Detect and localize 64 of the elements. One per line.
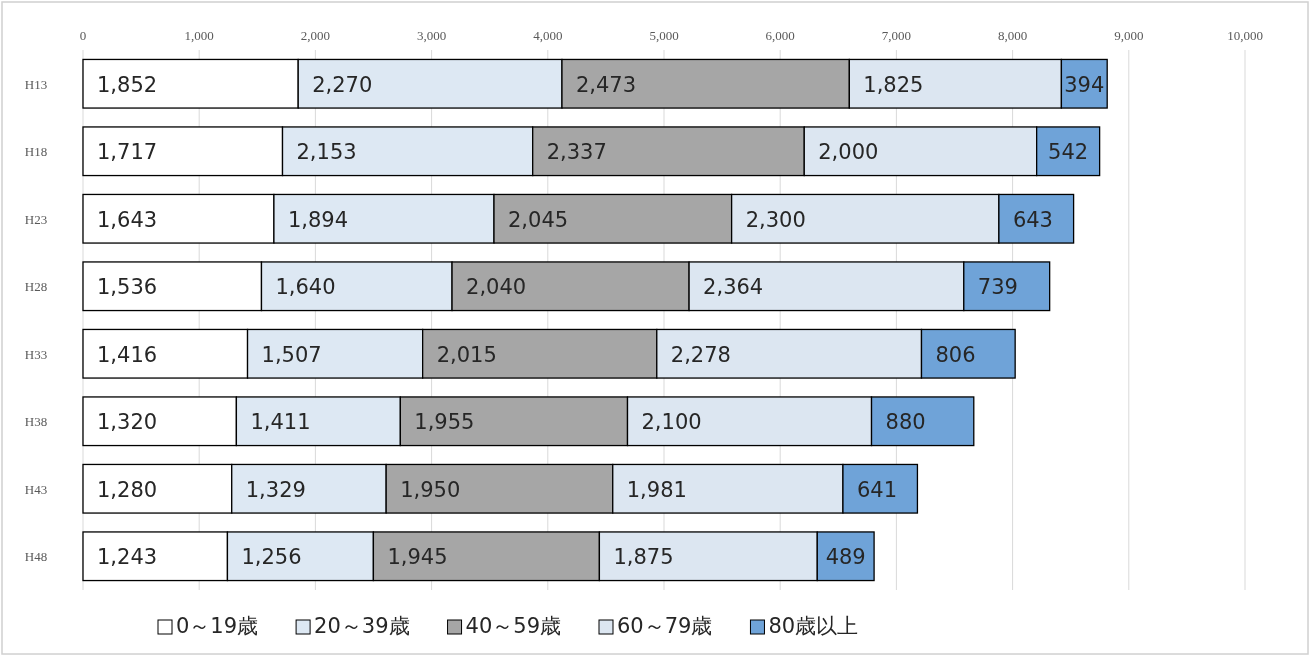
data-label: 1,416 <box>97 342 158 367</box>
data-label: 1,243 <box>97 545 158 570</box>
data-label: 643 <box>1012 207 1053 232</box>
y-tick-label: H43 <box>24 481 48 497</box>
y-tick-label: H28 <box>24 279 48 295</box>
legend-label: 0～19歳 <box>176 614 259 638</box>
data-label: 2,278 <box>670 342 731 367</box>
y-tick-label: H13 <box>24 76 48 92</box>
y-tick-label: H48 <box>24 549 48 565</box>
data-label: 1,950 <box>400 477 461 502</box>
legend-label: 40～59歳 <box>465 614 561 638</box>
data-label: 1,256 <box>241 545 302 570</box>
data-label: 489 <box>825 545 866 570</box>
x-tick-label: 4,000 <box>533 28 563 43</box>
data-label: 1,280 <box>97 477 158 502</box>
y-tick-label: H38 <box>24 414 48 430</box>
data-label: 806 <box>935 342 976 367</box>
x-tick-label: 2,000 <box>300 28 331 43</box>
y-tick-label: H18 <box>24 144 48 160</box>
data-label: 2,300 <box>745 207 806 232</box>
legend-label: 80歳以上 <box>768 614 859 638</box>
x-tick-label: 6,000 <box>765 28 795 43</box>
x-tick-label: 0 <box>79 28 87 43</box>
data-label: 2,270 <box>312 72 373 97</box>
data-label: 2,100 <box>641 410 702 435</box>
x-tick-label: 3,000 <box>416 28 447 43</box>
data-label: 739 <box>977 275 1018 300</box>
x-tick-label: 1,000 <box>184 28 214 43</box>
data-label: 641 <box>856 477 898 502</box>
data-label: 2,364 <box>703 275 764 300</box>
y-tick-label: H33 <box>24 346 48 362</box>
data-label: 1,717 <box>97 140 158 165</box>
x-tick-label: 8,000 <box>997 28 1028 43</box>
x-tick-label: 5,000 <box>649 28 679 43</box>
data-label: 1,329 <box>245 477 306 502</box>
data-label: 1,945 <box>387 545 448 570</box>
data-label: 1,875 <box>613 545 674 570</box>
data-label: 2,153 <box>296 140 357 165</box>
x-tick-label: 9,000 <box>1114 28 1144 43</box>
data-label: 1,955 <box>414 410 475 435</box>
data-label: 1,320 <box>97 410 158 435</box>
data-label: 1,894 <box>287 207 349 232</box>
data-label: 1,507 <box>261 342 322 367</box>
data-label: 1,411 <box>250 410 311 435</box>
data-label: 394 <box>1064 72 1105 97</box>
data-label: 2,040 <box>466 275 527 300</box>
data-label: 1,852 <box>97 72 158 97</box>
x-tick-label: 10,000 <box>1227 28 1263 43</box>
y-tick-label: H23 <box>24 211 48 227</box>
data-label: 1,825 <box>863 72 924 97</box>
data-label: 542 <box>1048 140 1089 165</box>
data-label: 2,000 <box>818 140 879 165</box>
data-label: 2,337 <box>546 140 607 165</box>
data-label: 1,981 <box>626 477 687 502</box>
data-label: 2,045 <box>508 207 569 232</box>
legend-label: 20～39歳 <box>314 614 410 638</box>
legend-label: 60～79歳 <box>617 614 713 638</box>
data-label: 2,473 <box>575 72 637 97</box>
data-label: 2,015 <box>436 342 497 367</box>
data-label: 880 <box>885 410 926 435</box>
x-tick-label: 7,000 <box>881 28 912 43</box>
data-label: 1,536 <box>97 275 158 300</box>
data-label: 1,643 <box>97 207 158 232</box>
data-label: 1,640 <box>275 275 336 300</box>
